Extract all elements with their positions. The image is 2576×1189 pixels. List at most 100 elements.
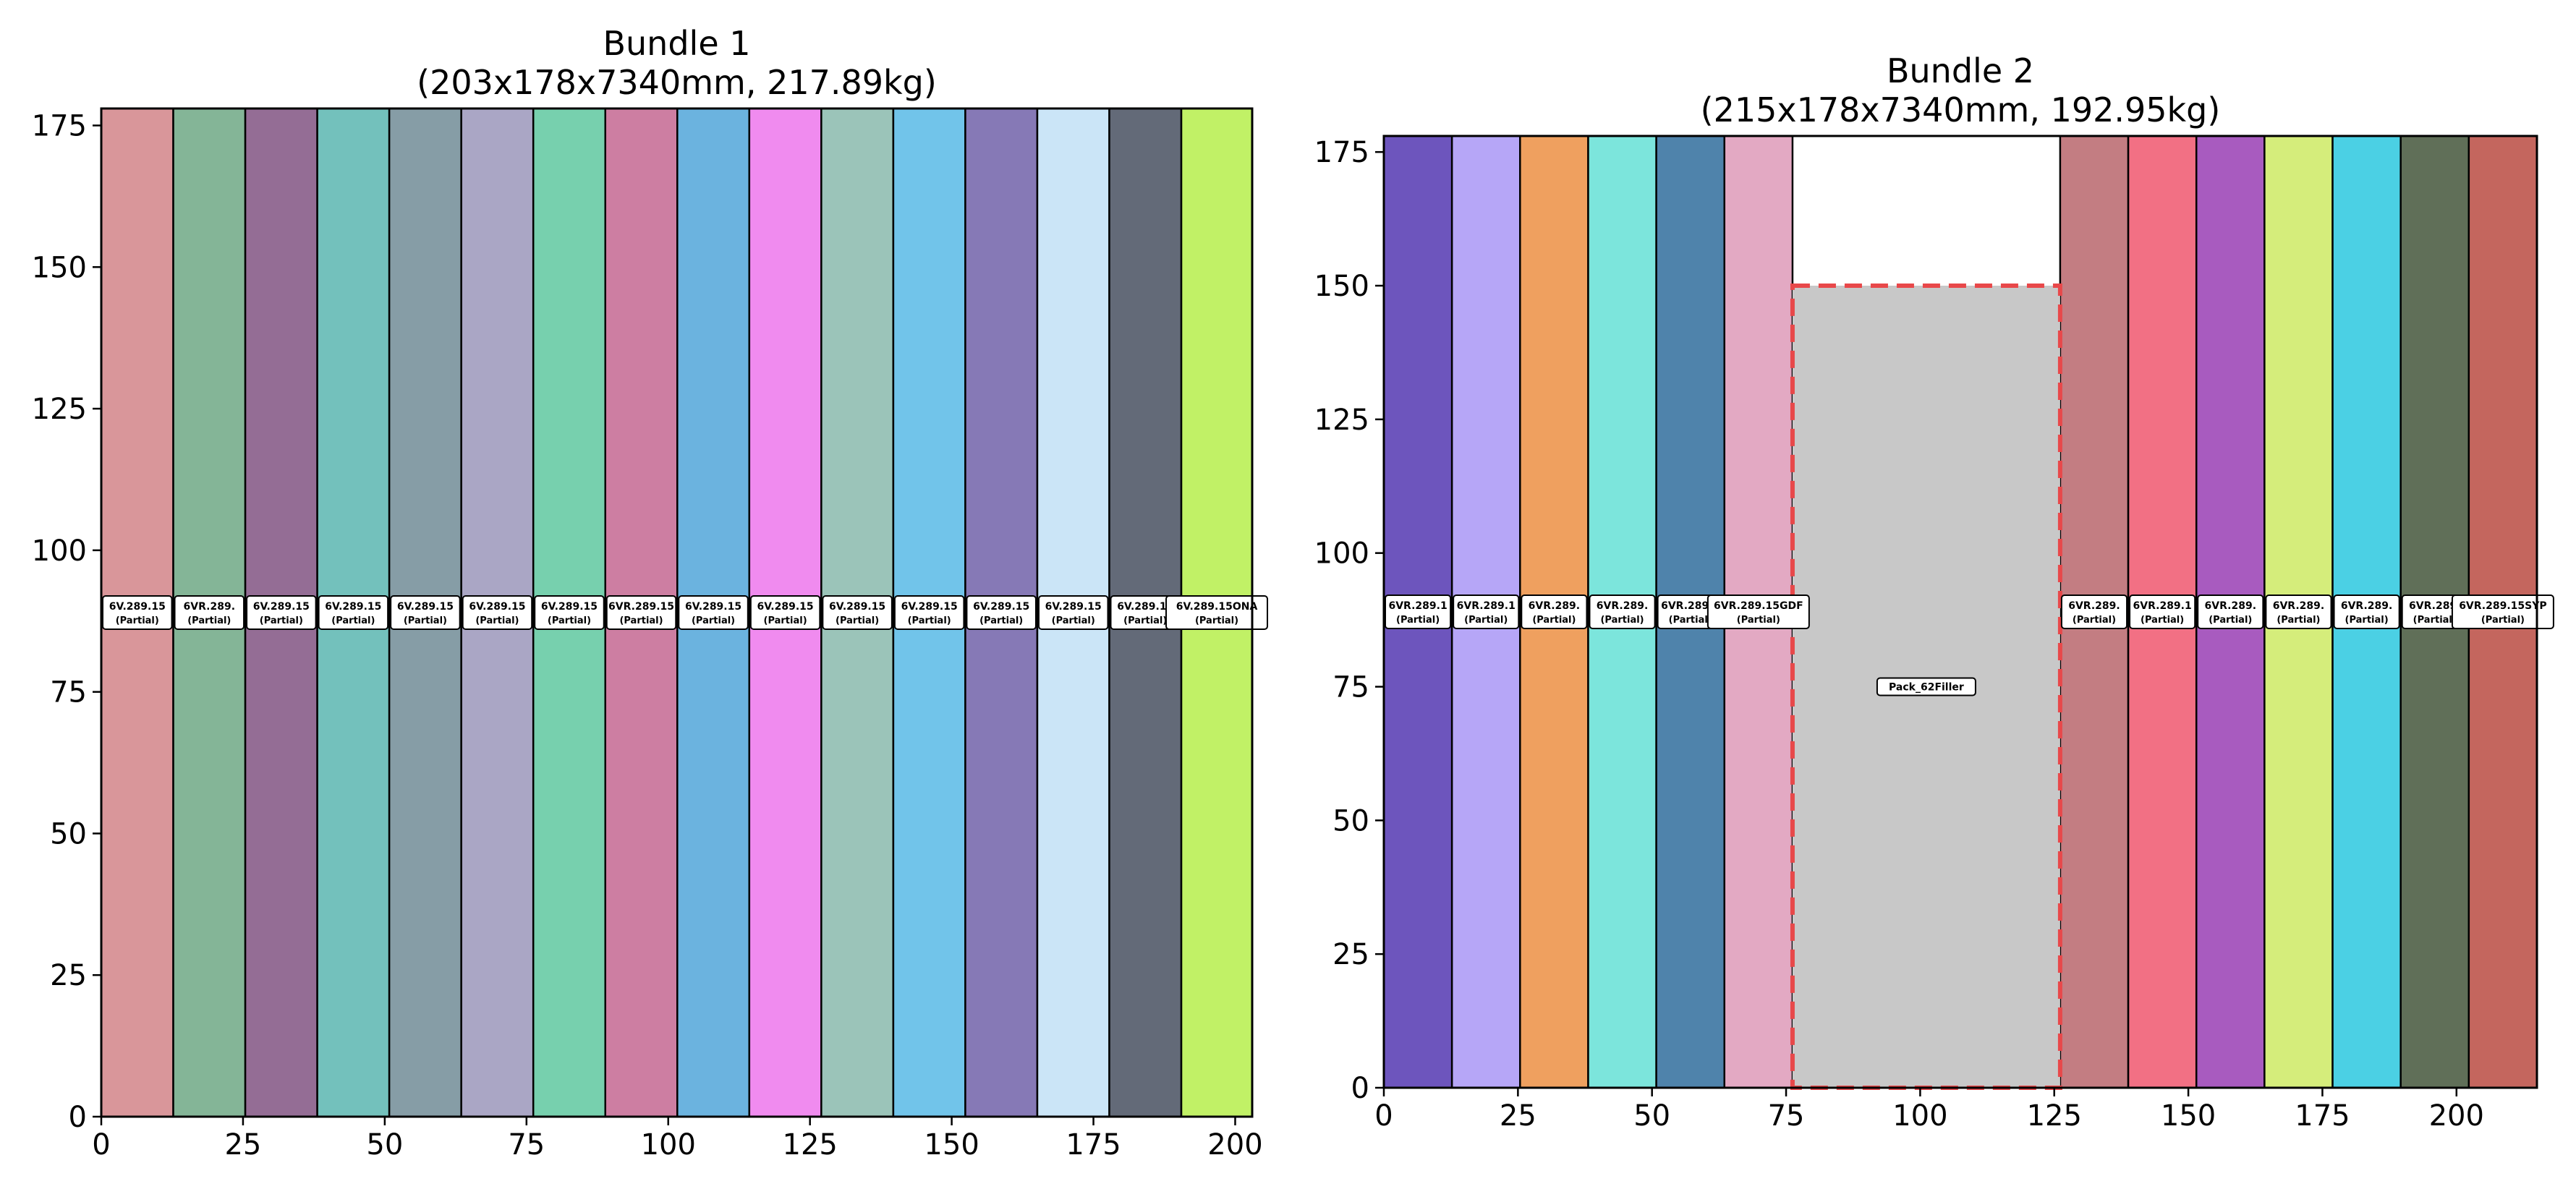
bundle-1-bar-label-box [246, 595, 317, 630]
bundle-1-bar-label-box [605, 595, 677, 630]
bundle-2-x-tick-label: 25 [1500, 1099, 1536, 1133]
bundle-2-x-tick-label: 125 [2027, 1099, 2082, 1133]
bundle-1-subtitle: (203x178x7340mm, 217.89kg) [417, 63, 937, 102]
bundle-2-x-tick-label: 175 [2295, 1099, 2350, 1133]
bundle-1-title: Bundle 1 [603, 24, 750, 63]
bundle-2-bar-label: 6VR.289. [2068, 600, 2120, 612]
bundle-2-chart: Bundle 2 (215x178x7340mm, 192.95kg) Pack… [1314, 51, 2554, 1133]
bundle-1-bar-label-box [1037, 595, 1109, 630]
bundle-2-bar-label-box [2060, 594, 2128, 629]
bundle-1-y-tick-label: 100 [32, 534, 87, 568]
bundle-2-bar-label: 6VR.289. [2205, 600, 2256, 612]
bundle-1-bar-label: 6V.289.15ONA [1176, 601, 1258, 613]
bundle-2-bar-label-box [2451, 594, 2554, 629]
bundle-2-bar-label-box [2129, 594, 2196, 629]
bundle-1-bar-sublabel: (Partial) [116, 615, 159, 626]
bundle-2-y-tick-label: 75 [1332, 671, 1369, 704]
bundle-1-bar-sublabel: (Partial) [260, 615, 303, 626]
bundle-1-bar-label: 6V.289.15 [397, 601, 454, 613]
bundle-2-y-tick-label: 25 [1332, 938, 1369, 971]
bundle-2-x-tick-label: 200 [2429, 1099, 2484, 1133]
bundle-2-bar-sublabel: (Partial) [1464, 615, 1508, 626]
bundle-1-bar-sublabel: (Partial) [187, 615, 231, 626]
bundle-1-bar-label-box [102, 595, 173, 630]
bundle-1-bar-label: 6V.289.15 [829, 601, 885, 613]
bundle-1-bar-label: 6V.289.15 [109, 601, 166, 613]
bundle-2-bar-sublabel: (Partial) [2345, 615, 2389, 626]
bundle-2-bar-label-box [1385, 594, 1452, 629]
bundle-1-bar-label: 6V.289.15 [901, 601, 958, 613]
bundle-2-bar-sublabel: (Partial) [2141, 615, 2184, 626]
bundle-1-y-tick-label: 25 [50, 959, 87, 992]
bundle-1-bar-label-box [390, 595, 461, 630]
bundle-1-y-tick-label: 125 [32, 393, 87, 426]
bundle-2-bar-label: 6VR.289.1 [1457, 600, 1516, 612]
bundle-1-bar-label-box [1165, 595, 1269, 630]
bundle-1-plot-frame [100, 107, 1254, 1118]
bundle-1-bar-sublabel: (Partial) [836, 615, 879, 626]
bundle-1-x-tick-label: 200 [1207, 1128, 1262, 1162]
bundle-1-bar-label: 6V.289.15 [685, 601, 741, 613]
bundle-1-bar-label-box [966, 595, 1037, 630]
bundle-2-bar-sublabel: (Partial) [1669, 615, 1712, 626]
bundle-2-bar-label: 6VR.289.15SYP [2459, 600, 2546, 612]
bundle-2-x-tick-label: 75 [1768, 1099, 1805, 1133]
bundle-2-bar-label: 6VR.289. [2273, 600, 2324, 612]
bundle-1-bar-sublabel: (Partial) [331, 615, 375, 626]
bundle-2-y-tick-label: 50 [1332, 804, 1369, 838]
bundle-2-y-tick-label: 150 [1314, 270, 1369, 303]
bundle-1-bar-label-box [678, 595, 749, 630]
bundle-1-bar-sublabel: (Partial) [1195, 615, 1238, 626]
bundle-2-bar-sublabel: (Partial) [1396, 615, 1440, 626]
bundle-2-bar-label-box [1521, 594, 1588, 629]
bundle-2-bar-label-box [2265, 594, 2332, 629]
bundle-2-bar-sublabel: (Partial) [2277, 615, 2320, 626]
bundle-1-x-tick-label: 100 [641, 1128, 696, 1162]
bundle-1-bar-label-box [749, 595, 821, 630]
bundle-2-axes: 0 25 50 75 100 125 150 175 200 0 25 50 75 100 125 150 17… [1314, 136, 2484, 1133]
bundle-1-x-tick-label: 0 [92, 1128, 110, 1162]
bundle-1-bar-sublabel: (Partial) [1052, 615, 1095, 626]
bundle-1-x-tick-label: 75 [508, 1128, 545, 1162]
bundle-1-x-tick-label: 150 [924, 1128, 979, 1162]
bundle-2-bar-label: 6VR.289. [2341, 600, 2392, 612]
bundle-1-y-tick-label: 175 [32, 109, 87, 142]
bundle-2-bar-sublabel: (Partial) [1532, 615, 1576, 626]
bundle-1-bar-sublabel: (Partial) [619, 615, 663, 626]
bundle-2-y-tick-label: 100 [1314, 537, 1369, 571]
bundle-1-axes: 0 25 50 75 100 125 150 175 200 0 25 50 75 100 125 150 17… [32, 109, 1263, 1162]
bundle-1-bar-label: 6VR.289.15 [608, 601, 674, 613]
bundle-2-plot-frame [1382, 135, 2538, 1089]
bundle-1-bar-label: 6V.289.15 [973, 601, 1029, 613]
bundle-2-title: Bundle 2 [1887, 51, 2034, 90]
bundle-2-bar-label: 6VR.289.1 [1388, 600, 1447, 612]
bundle-1-marks: 6V.289.15 (Partial) 6VR.289. (Partial) 6V.28… [100, 107, 1269, 1118]
bundle-1-bar-label: 6V.289.15 [1117, 601, 1173, 613]
bundle-1-bar-label: 6V.289.15 [325, 601, 381, 613]
bundle-1-bar-label-box [534, 595, 605, 630]
bundle-2-bar-label-box [1453, 594, 1520, 629]
bundle-1-bar-label: 6V.289.15 [541, 601, 598, 613]
bundle-2-bar-label: 6VR.289.15GDF [1714, 600, 1803, 612]
bundle-1-bar-label-box [893, 595, 965, 630]
bundle-2-subtitle: (215x178x7340mm, 192.95kg) [1701, 90, 2221, 129]
bundle-1-bar-label-box [174, 595, 245, 630]
bundle-2-bar-label-box [1589, 594, 1656, 629]
bundle-1-x-tick-label: 175 [1066, 1128, 1121, 1162]
bundle-2-bar-label: 6VR.289.1 [1661, 600, 1720, 612]
bundle-1-bar-sublabel: (Partial) [548, 615, 591, 626]
bundle-1-bar-label-box [318, 595, 389, 630]
bundle-2-bar-sublabel: (Partial) [2073, 615, 2116, 626]
bundle-1-bar-sublabel: (Partial) [475, 615, 519, 626]
bundle-2-x-tick-label: 0 [1374, 1099, 1393, 1133]
bundle-2-filler-label-box [1876, 677, 1976, 696]
bundle-1-x-tick-label: 125 [783, 1128, 838, 1162]
bundle-2-marks: Pack_62Filler6VR.289.1(Partial)6VR.289.1… [1382, 135, 2554, 1090]
bundle-2-bar-label-box [2333, 594, 2400, 629]
bundle-2-bar-label: 6VR.289. [1529, 600, 1580, 612]
bundle-1-chart: Bundle 1 (203x178x7340mm, 217.89kg) 6V.2… [32, 24, 1269, 1162]
bundle-1-x-tick-label: 25 [224, 1128, 261, 1162]
bundle-2-x-tick-label: 100 [1892, 1099, 1947, 1133]
bundle-1-y-tick-label: 50 [50, 817, 87, 851]
